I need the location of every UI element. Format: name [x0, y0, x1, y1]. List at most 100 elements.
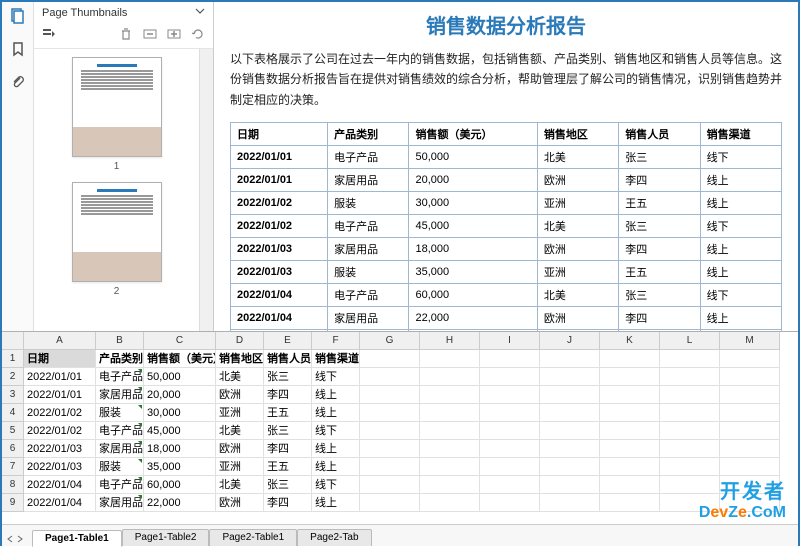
cell[interactable]: 2022/01/02 — [24, 404, 96, 422]
thumbnail-page-2[interactable] — [72, 182, 162, 282]
sheet-tab[interactable]: Page1-Table1 — [32, 530, 122, 547]
cell[interactable] — [660, 422, 720, 440]
cell[interactable]: 2022/01/04 — [24, 476, 96, 494]
sheet-tab[interactable]: Page2-Table1 — [209, 529, 297, 546]
cell[interactable] — [600, 458, 660, 476]
cell[interactable]: 35,000 — [144, 458, 216, 476]
cell[interactable]: 李四 — [264, 494, 312, 512]
cell[interactable]: 家居用品 — [96, 386, 144, 404]
cell[interactable]: 50,000 — [144, 368, 216, 386]
cell[interactable]: 亚洲 — [216, 404, 264, 422]
delete-icon[interactable] — [119, 27, 133, 44]
document-view[interactable]: 销售数据分析报告 以下表格展示了公司在过去一年内的销售数据，包括销售额、产品类别… — [214, 2, 798, 331]
column-header[interactable]: G — [360, 332, 420, 350]
cell[interactable]: 电子产品 — [96, 368, 144, 386]
cell[interactable] — [480, 404, 540, 422]
cell[interactable]: 线下 — [312, 476, 360, 494]
cell[interactable]: 张三 — [264, 476, 312, 494]
cell[interactable]: 2022/01/03 — [24, 458, 96, 476]
sheet-tab[interactable]: Page1-Table2 — [122, 529, 210, 546]
cell[interactable] — [600, 386, 660, 404]
panel-menu-icon[interactable] — [195, 6, 205, 19]
cell[interactable]: 北美 — [216, 422, 264, 440]
cell[interactable]: 张三 — [264, 368, 312, 386]
cell[interactable]: 李四 — [264, 440, 312, 458]
cell[interactable]: 线上 — [312, 458, 360, 476]
column-header[interactable]: J — [540, 332, 600, 350]
cell[interactable]: 欧洲 — [216, 440, 264, 458]
zoom-out-icon[interactable] — [143, 27, 157, 44]
cell[interactable] — [720, 350, 780, 368]
cell[interactable]: 欧洲 — [216, 386, 264, 404]
cell[interactable] — [660, 404, 720, 422]
cell[interactable] — [720, 458, 780, 476]
column-header[interactable]: M — [720, 332, 780, 350]
row-header[interactable]: 5 — [2, 422, 24, 440]
cell[interactable]: 北美 — [216, 368, 264, 386]
cell[interactable] — [540, 458, 600, 476]
cell[interactable] — [660, 386, 720, 404]
cell[interactable] — [540, 440, 600, 458]
cell[interactable]: 线上 — [312, 440, 360, 458]
column-header[interactable]: H — [420, 332, 480, 350]
cell[interactable] — [360, 422, 420, 440]
cell[interactable]: 亚洲 — [216, 458, 264, 476]
refresh-icon[interactable] — [191, 27, 205, 44]
cell[interactable] — [360, 476, 420, 494]
cell[interactable]: 线下 — [312, 368, 360, 386]
cell[interactable] — [720, 386, 780, 404]
cell[interactable] — [660, 458, 720, 476]
cell[interactable]: 家居用品 — [96, 494, 144, 512]
column-header[interactable]: F — [312, 332, 360, 350]
cell[interactable] — [600, 476, 660, 494]
cell[interactable] — [360, 386, 420, 404]
cell[interactable] — [600, 404, 660, 422]
cell[interactable]: 欧洲 — [216, 494, 264, 512]
cell[interactable]: 销售渠道 — [312, 350, 360, 368]
cell[interactable]: 18,000 — [144, 440, 216, 458]
cell[interactable] — [420, 440, 480, 458]
column-header[interactable]: L — [660, 332, 720, 350]
thumbnail-page-1[interactable] — [72, 57, 162, 157]
cell[interactable] — [420, 422, 480, 440]
cell[interactable] — [480, 494, 540, 512]
column-header[interactable]: I — [480, 332, 540, 350]
cell[interactable] — [660, 350, 720, 368]
thumbnail-scrollbar[interactable] — [199, 49, 213, 331]
row-header[interactable]: 3 — [2, 386, 24, 404]
cell[interactable] — [480, 440, 540, 458]
options-icon[interactable] — [42, 27, 56, 44]
tab-nav[interactable] — [6, 535, 24, 543]
cell[interactable] — [420, 404, 480, 422]
cell[interactable] — [600, 368, 660, 386]
cell[interactable] — [360, 494, 420, 512]
cell[interactable]: 服装 — [96, 404, 144, 422]
cell[interactable] — [480, 458, 540, 476]
cell[interactable]: 20,000 — [144, 386, 216, 404]
cell[interactable] — [540, 476, 600, 494]
cell[interactable] — [540, 404, 600, 422]
cell[interactable]: 2022/01/03 — [24, 440, 96, 458]
cell[interactable] — [540, 350, 600, 368]
column-header[interactable]: K — [600, 332, 660, 350]
cell[interactable]: 销售人员 — [264, 350, 312, 368]
cell[interactable]: 销售额（美元） — [144, 350, 216, 368]
cell[interactable]: 2022/01/01 — [24, 386, 96, 404]
cell[interactable]: 线下 — [312, 422, 360, 440]
cell[interactable] — [480, 476, 540, 494]
row-header[interactable]: 9 — [2, 494, 24, 512]
cell[interactable] — [360, 458, 420, 476]
cell[interactable]: 王五 — [264, 458, 312, 476]
cell[interactable]: 30,000 — [144, 404, 216, 422]
cell[interactable] — [720, 476, 780, 494]
cell[interactable] — [360, 350, 420, 368]
cell[interactable] — [600, 494, 660, 512]
row-header[interactable]: 7 — [2, 458, 24, 476]
cell[interactable]: 王五 — [264, 404, 312, 422]
cell[interactable]: 电子产品 — [96, 422, 144, 440]
cell[interactable] — [480, 422, 540, 440]
cell[interactable] — [420, 368, 480, 386]
row-header[interactable]: 8 — [2, 476, 24, 494]
cell[interactable] — [540, 368, 600, 386]
cell[interactable] — [600, 440, 660, 458]
